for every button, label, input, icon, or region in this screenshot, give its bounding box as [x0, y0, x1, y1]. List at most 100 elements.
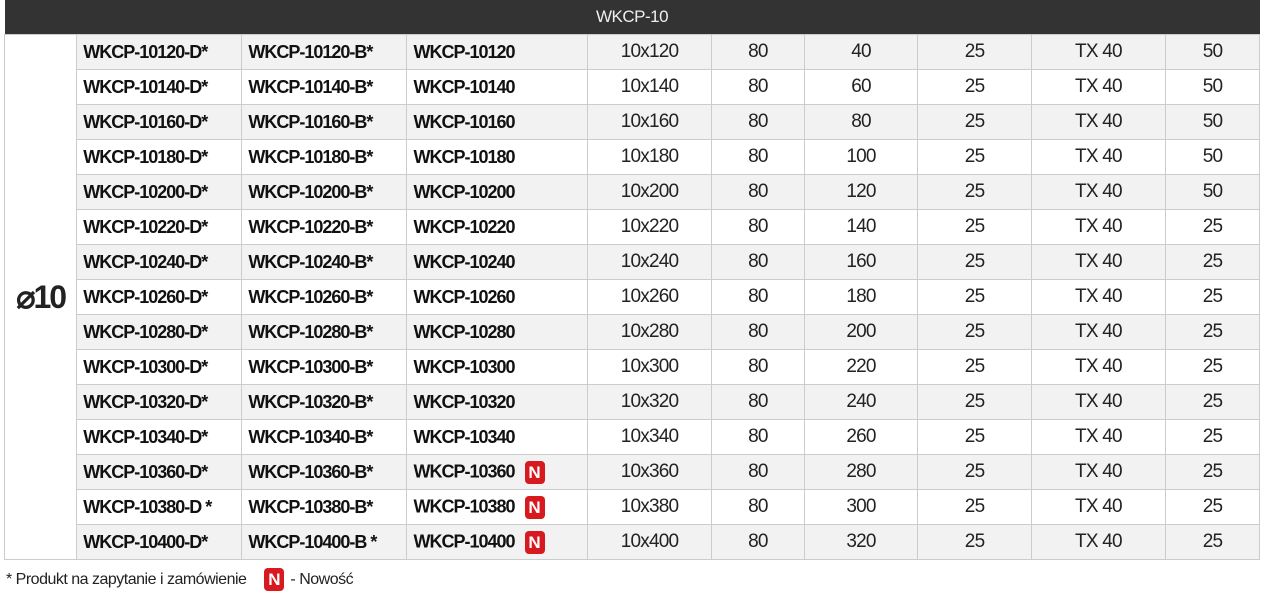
cell-c2: 220: [803, 349, 919, 385]
cell-size: 10x280: [587, 314, 712, 350]
code-b: WKCP-10320-B*: [241, 384, 408, 420]
cell-c3: 25: [917, 34, 1032, 70]
code-main: WKCP-10380 N: [406, 489, 589, 525]
cell-size: 10x220: [587, 209, 712, 245]
cell-c3: 25: [917, 314, 1032, 350]
cell-drive: TX 40: [1030, 279, 1166, 315]
code-d: WKCP-10200-D*: [76, 174, 243, 210]
cell-drive: TX 40: [1030, 384, 1166, 420]
cell-drive: TX 40: [1030, 349, 1166, 385]
cell-qty: 25: [1164, 314, 1261, 350]
code-text: WKCP-10380: [413, 495, 515, 516]
code-d: WKCP-10280-D*: [76, 314, 243, 350]
cell-c2: 40: [803, 34, 919, 70]
code-b: WKCP-10220-B*: [241, 209, 408, 245]
cell-qty: 25: [1164, 209, 1261, 245]
code-main: WKCP-10140: [406, 69, 589, 105]
footer-legend: * Produkt na zapytanie i zamówienie N - …: [6, 568, 354, 591]
cell-c2: 160: [803, 244, 919, 280]
code-main: WKCP-10320: [406, 384, 589, 420]
cell-size: 10x380: [587, 489, 712, 525]
code-d: WKCP-10220-D*: [76, 209, 243, 245]
code-text: WKCP-10240: [413, 251, 515, 272]
cell-size: 10x160: [587, 104, 712, 140]
cell-c3: 25: [917, 349, 1032, 385]
cell-c2: 80: [803, 104, 919, 140]
code-d: WKCP-10380-D *: [76, 489, 243, 525]
code-d: WKCP-10360-D*: [76, 454, 243, 490]
cell-drive: TX 40: [1030, 139, 1166, 175]
code-text: WKCP-10300: [413, 356, 515, 377]
code-d: WKCP-10340-D*: [76, 419, 243, 455]
code-main: WKCP-10160: [406, 104, 589, 140]
code-text: WKCP-10340: [413, 426, 515, 447]
code-text: WKCP-10280: [413, 321, 515, 342]
cell-c2: 300: [803, 489, 919, 525]
code-b: WKCP-10240-B*: [241, 244, 408, 280]
table-row: WKCP-10220-D* WKCP-10220-B* WKCP-10220 10x2…: [5, 209, 1261, 245]
code-b: WKCP-10160-B*: [241, 104, 408, 140]
table-row: WKCP-10240-D* WKCP-10240-B* WKCP-10240 10x2…: [5, 244, 1261, 280]
code-text: WKCP-10320: [413, 391, 515, 412]
cell-size: 10x200: [587, 174, 712, 210]
code-text: WKCP-10120: [413, 41, 515, 62]
cell-qty: 50: [1164, 139, 1261, 175]
cell-c3: 25: [917, 489, 1032, 525]
code-text: WKCP-10200: [413, 181, 515, 202]
code-b: WKCP-10200-B*: [241, 174, 408, 210]
code-d: WKCP-10260-D*: [76, 279, 243, 315]
new-badge-icon: N: [524, 530, 545, 554]
table-row: WKCP-10180-D* WKCP-10180-B* WKCP-10180 10x1…: [5, 139, 1261, 175]
code-text: WKCP-10160: [413, 111, 515, 132]
cell-qty: 25: [1164, 349, 1261, 385]
code-b: WKCP-10120-B*: [241, 34, 408, 70]
cell-c2: 120: [803, 174, 919, 210]
code-d: WKCP-10320-D*: [76, 384, 243, 420]
code-b: WKCP-10300-B*: [241, 349, 408, 385]
cell-c3: 25: [917, 419, 1032, 455]
new-badge-icon: N: [264, 568, 285, 591]
cell-size: 10x300: [587, 349, 712, 385]
cell-c3: 25: [917, 174, 1032, 210]
cell-c2: 320: [803, 524, 919, 560]
code-main: WKCP-10260: [406, 279, 589, 315]
cell-drive: TX 40: [1030, 69, 1166, 105]
cell-c2: 200: [803, 314, 919, 350]
cell-c2: 260: [803, 419, 919, 455]
cell-size: 10x340: [587, 419, 712, 455]
cell-drive: TX 40: [1030, 489, 1166, 525]
cell-qty: 50: [1164, 69, 1261, 105]
cell-c1: 80: [710, 209, 805, 245]
code-d: WKCP-10400-D*: [76, 524, 243, 560]
cell-drive: TX 40: [1030, 244, 1166, 280]
table-row: WKCP-10200-D* WKCP-10200-B* WKCP-10200 10x2…: [5, 174, 1261, 210]
cell-c1: 80: [710, 279, 805, 315]
code-main: WKCP-10400 N: [406, 524, 589, 560]
cell-size: 10x400: [587, 524, 712, 560]
code-d: WKCP-10160-D*: [76, 104, 243, 140]
code-text: WKCP-10220: [413, 216, 515, 237]
cell-c2: 180: [803, 279, 919, 315]
product-table: WKCP-10 ⌀10 WKCP-10120-D* WKCP-10120-B* WKC…: [3, 0, 1261, 560]
cell-qty: 25: [1164, 279, 1261, 315]
diameter-label: ⌀10: [3, 34, 78, 560]
cell-qty: 25: [1164, 419, 1261, 455]
code-text: WKCP-10260: [413, 286, 515, 307]
code-main: WKCP-10340: [406, 419, 589, 455]
cell-c3: 25: [917, 384, 1032, 420]
code-b: WKCP-10340-B*: [241, 419, 408, 455]
new-badge-icon: N: [524, 460, 545, 484]
code-text: WKCP-10180: [413, 146, 515, 167]
cell-size: 10x120: [587, 34, 712, 70]
table-row: WKCP-10140-D* WKCP-10140-B* WKCP-10140 10x1…: [5, 69, 1261, 105]
cell-c2: 140: [803, 209, 919, 245]
cell-size: 10x140: [587, 69, 712, 105]
cell-c3: 25: [917, 524, 1032, 560]
cell-c3: 25: [917, 69, 1032, 105]
table-row: WKCP-10380-D * WKCP-10380-B* WKCP-10380 N 10…: [5, 489, 1261, 525]
footer-new-label: - Nowość: [290, 570, 354, 588]
cell-drive: TX 40: [1030, 524, 1166, 560]
code-main: WKCP-10240: [406, 244, 589, 280]
code-text: WKCP-10140: [413, 76, 515, 97]
cell-c1: 80: [710, 104, 805, 140]
